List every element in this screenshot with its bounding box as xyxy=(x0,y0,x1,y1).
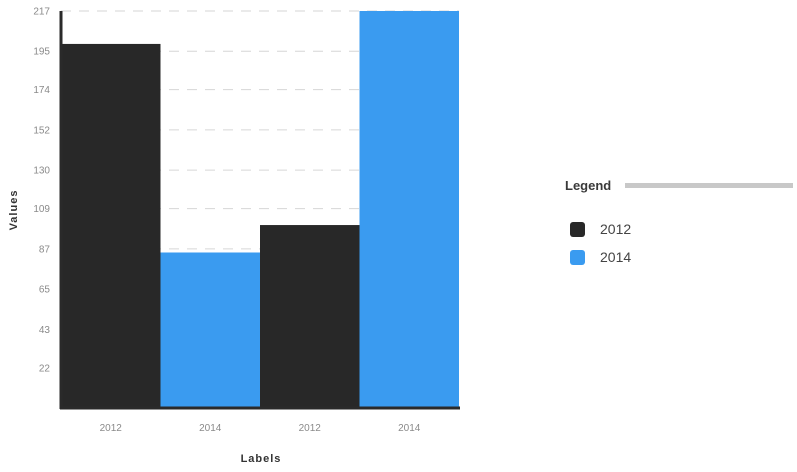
legend-item-2014[interactable]: 2014 xyxy=(570,243,793,271)
y-axis-title: Values xyxy=(8,190,20,231)
y-tick-label: 195 xyxy=(33,47,50,58)
x-tick-labels: 2012 2014 2012 2014 xyxy=(100,423,421,434)
y-tick-label: 217 xyxy=(33,7,50,18)
bar-2012 xyxy=(260,225,360,408)
x-tick-label: 2014 xyxy=(199,423,222,434)
legend-swatch-2014 xyxy=(570,249,585,265)
y-tick-label: 65 xyxy=(39,285,51,296)
legend-swatch-2012 xyxy=(570,221,585,237)
legend: Legend 2012 2014 xyxy=(565,178,793,271)
bar-2012 xyxy=(61,43,161,408)
legend-label: 2012 xyxy=(600,221,632,237)
legend-list: 2012 2014 xyxy=(565,215,793,271)
y-tick-label: 87 xyxy=(39,244,51,255)
legend-title: Legend xyxy=(565,178,612,193)
y-tick-label: 152 xyxy=(33,125,50,136)
legend-header: Legend xyxy=(565,178,793,193)
y-tick-label: 109 xyxy=(33,204,50,215)
x-axis-title: Labels xyxy=(241,453,282,465)
legend-item-2012[interactable]: 2012 xyxy=(570,215,793,243)
y-tick-label: 130 xyxy=(33,166,50,177)
x-tick-label: 2014 xyxy=(398,423,421,434)
y-tick-label: 22 xyxy=(39,363,51,374)
bars xyxy=(61,11,459,408)
x-tick-label: 2012 xyxy=(299,423,322,434)
axes xyxy=(59,11,460,410)
bar-2014 xyxy=(160,252,260,408)
y-tick-label: 174 xyxy=(33,85,50,96)
x-tick-label: 2012 xyxy=(100,423,123,434)
y-tick-label: 43 xyxy=(39,325,51,336)
bar-2014 xyxy=(359,11,459,408)
y-tick-labels: 22 43 65 87 109 130 152 174 195 217 xyxy=(33,7,50,375)
legend-label: 2014 xyxy=(600,249,632,265)
legend-divider xyxy=(625,183,793,188)
